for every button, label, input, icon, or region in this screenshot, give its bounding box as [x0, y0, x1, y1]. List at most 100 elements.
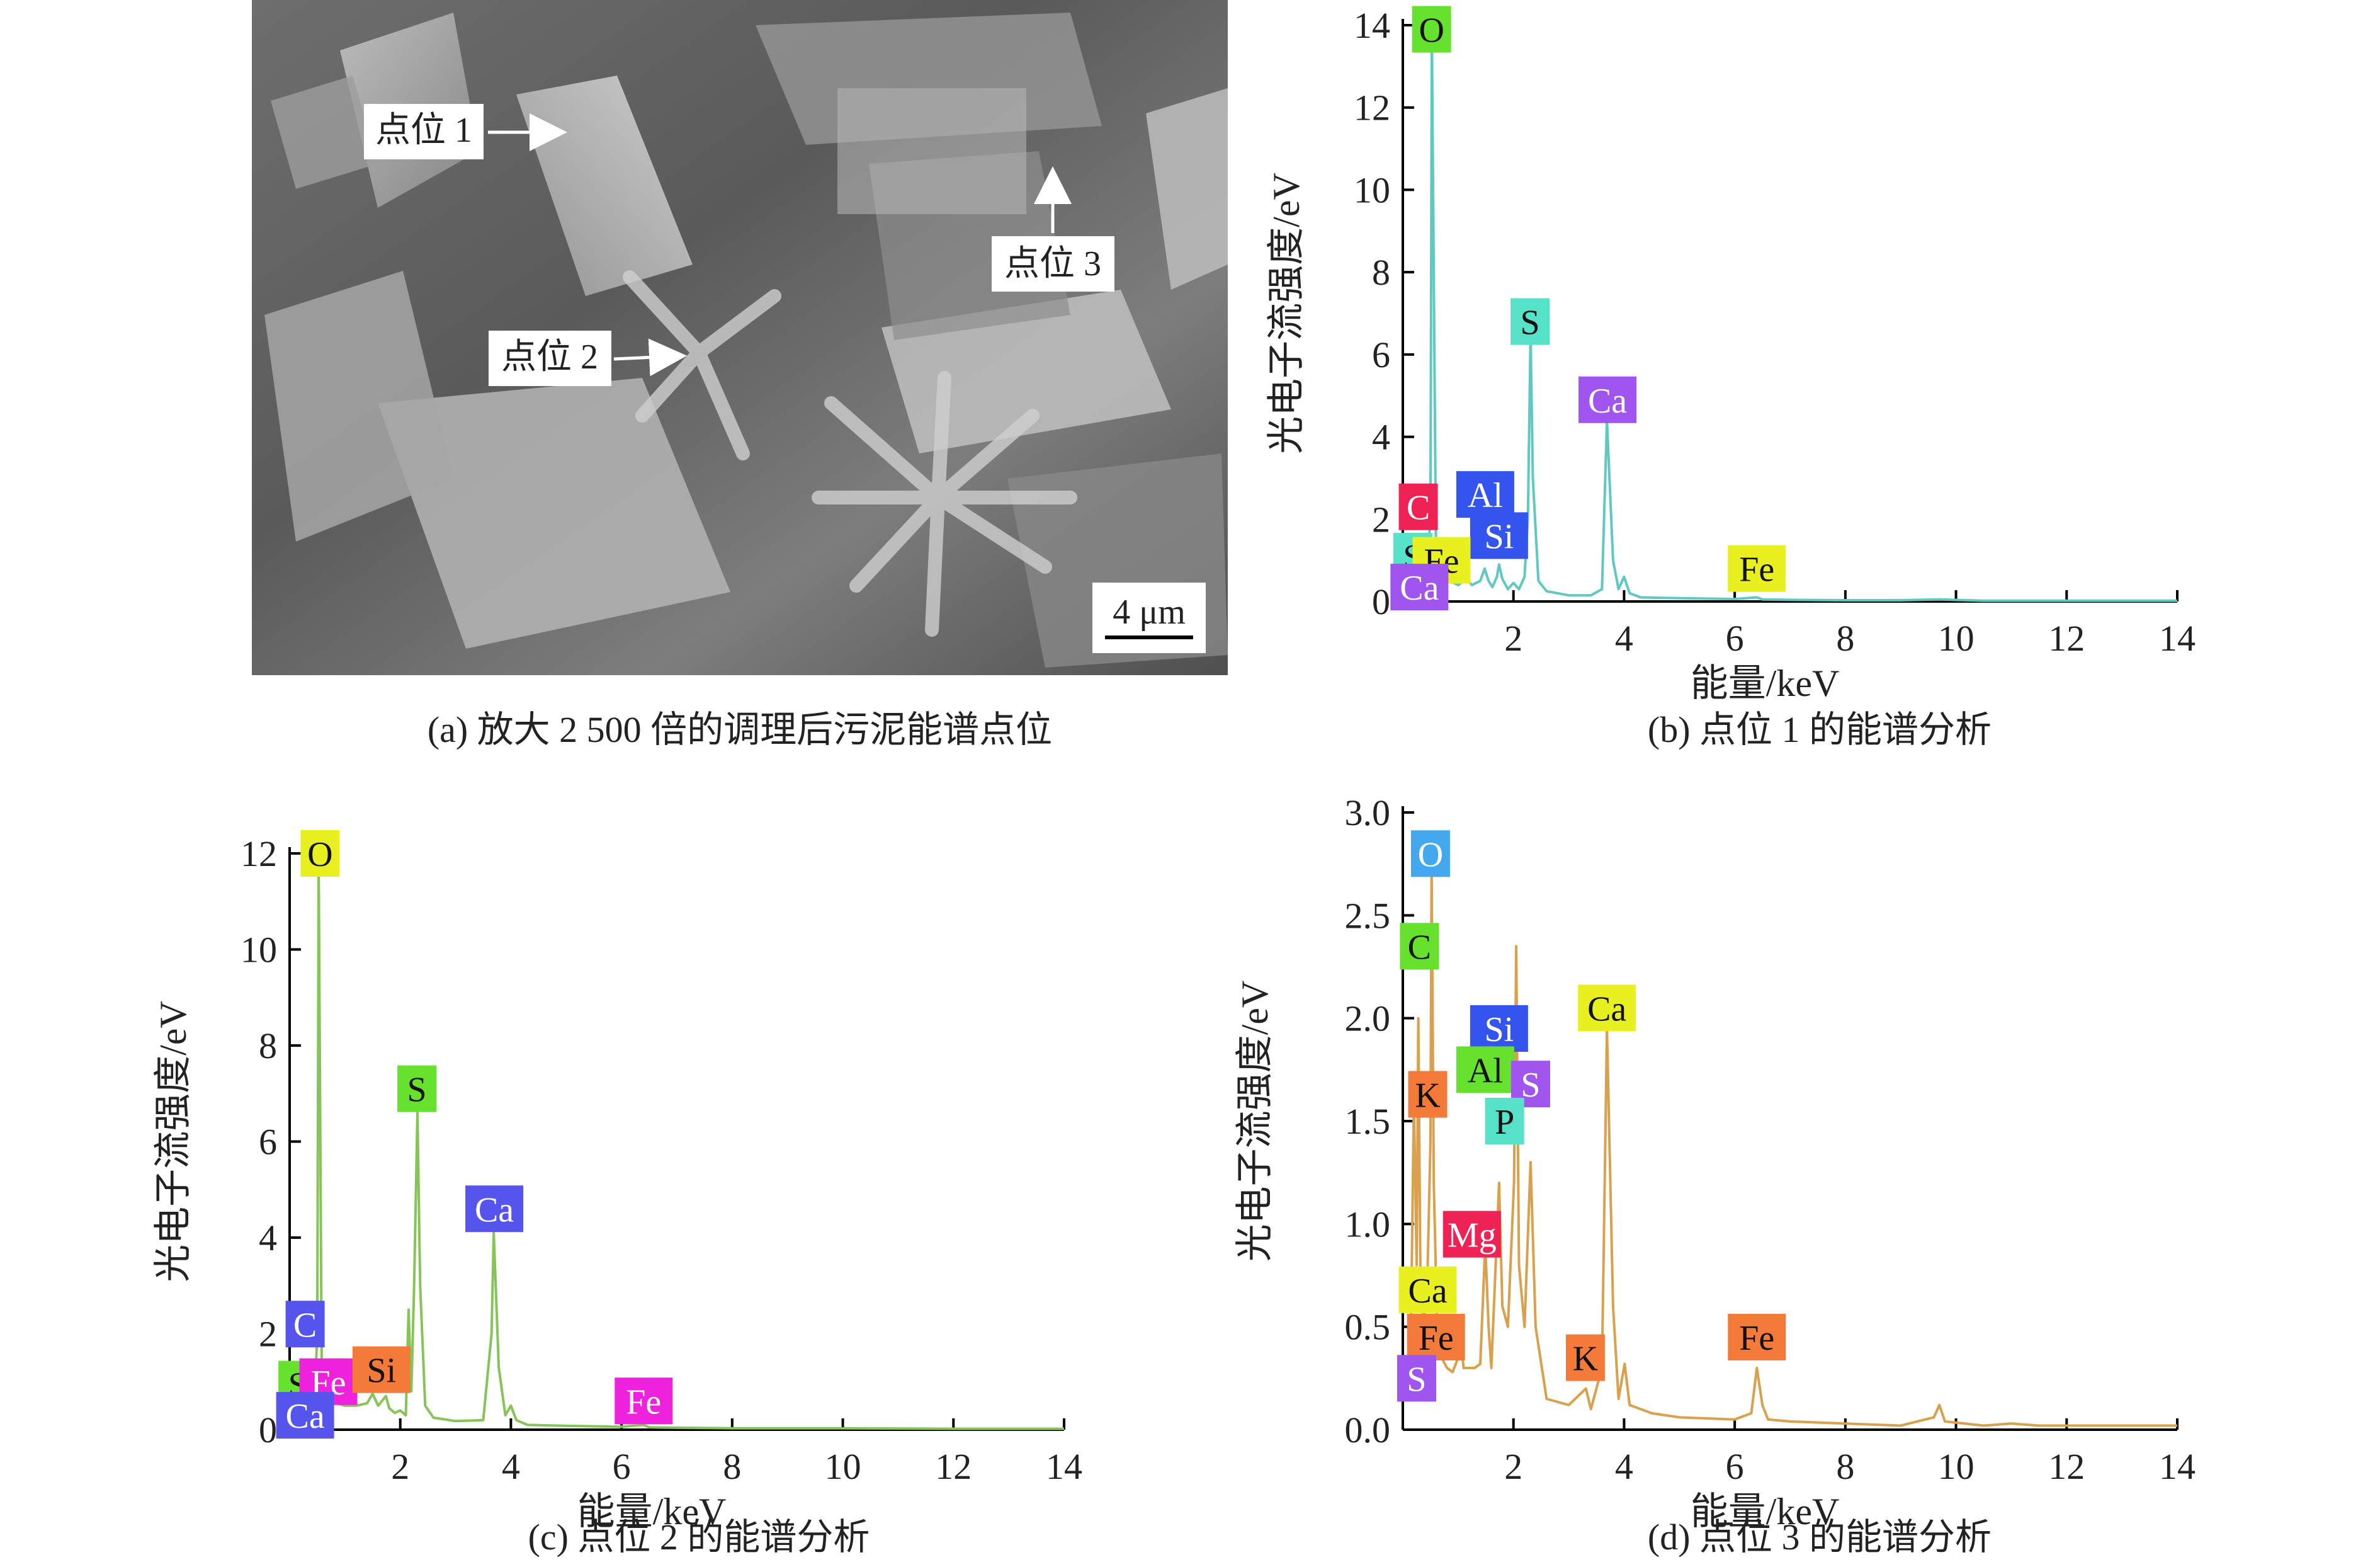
spectrum-line [1404, 862, 2177, 1427]
x-axis-label: 能量/keV [1691, 663, 1840, 704]
sem-point-1: 点位 1 [364, 104, 567, 159]
y-tick-label: 14 [1354, 5, 1390, 46]
element-label-box [1390, 564, 1449, 611]
sem-point-label-box [992, 236, 1114, 292]
x-tick-label: 6 [1726, 1446, 1744, 1487]
element-label-text: Ca [1400, 569, 1439, 608]
element-label-k: K [1408, 1071, 1448, 1118]
element-label-text: S [1407, 1360, 1426, 1399]
element-label-o: O [1410, 830, 1450, 877]
element-label-box [352, 1346, 411, 1393]
element-label-text: Fe [1419, 1319, 1454, 1358]
x-tick-label: 6 [613, 1446, 631, 1487]
element-label-box [397, 1065, 437, 1112]
sem-point-label: 点位 1 [375, 111, 472, 150]
sem-point-label: 点位 2 [501, 338, 598, 377]
sem-point-label-box [489, 331, 611, 386]
element-label-box [1442, 1211, 1501, 1258]
y-tick-label: 1.0 [1345, 1204, 1391, 1245]
element-label-o: O [300, 830, 340, 877]
spectrum-chart-point-2: 2 4 6 8 10 12 14 0 2 4 6 8 10 12 能量/keV 光电子流强度/eV O S Ca C S… [152, 830, 1082, 1532]
element-label-box [1485, 1098, 1524, 1144]
element-label-text: Fe [1739, 550, 1774, 590]
x-tick-label: 8 [1836, 618, 1854, 659]
element-label-al: Al [1456, 1046, 1514, 1093]
element-label-box [1728, 1314, 1786, 1360]
x-tick-label: 10 [825, 1446, 861, 1487]
element-label-text: Ca [285, 1397, 324, 1436]
x-tick-label: 14 [1046, 1446, 1082, 1487]
element-label-si: Si [1470, 1005, 1528, 1052]
y-tick-label: 2.0 [1345, 998, 1391, 1039]
y-tick-label: 2 [1372, 499, 1390, 540]
element-label-text: P [1495, 1103, 1514, 1142]
x-tick-label: 14 [2159, 618, 2196, 659]
caption-c: (c) 点位 2 的能谱分析 [528, 1517, 870, 1558]
element-label-box [1470, 512, 1528, 559]
element-label-fe: Fe [1728, 545, 1786, 592]
x-tick-label: 10 [1938, 618, 1975, 659]
element-label-box [285, 1301, 325, 1348]
caption-a: (a) 放大 2 500 倍的调理后污泥能谱点位 [428, 709, 1052, 750]
x-tick-label: 12 [2048, 1446, 2085, 1487]
element-label-box [1456, 1046, 1514, 1093]
element-label-text: S [1520, 304, 1539, 343]
element-label-si: Si [1470, 512, 1528, 559]
element-label-text: Fe [626, 1382, 661, 1422]
element-label-text: Mg [1448, 1216, 1497, 1255]
element-label-ca: Ca [1398, 1266, 1457, 1313]
element-label-s: S [1397, 1355, 1436, 1402]
element-label-text: O [307, 835, 332, 874]
x-tick-label: 8 [723, 1446, 741, 1487]
element-label-ca: Ca [276, 1392, 334, 1439]
element-label-text: K [1415, 1076, 1440, 1115]
spectrum-chart-point-3: 2 4 6 8 10 12 14 0.0 0.5 1.0 1.5 2.0 2.5 3.0 能量/keV 光电子… [1234, 792, 2196, 1532]
y-tick-label: 1.5 [1345, 1101, 1391, 1142]
element-label-text: Ca [1588, 382, 1627, 421]
element-label-mg: Mg [1442, 1211, 1501, 1258]
x-tick-label: 10 [1938, 1446, 1975, 1487]
element-label-box [1397, 1355, 1436, 1402]
y-tick-label: 0 [1372, 581, 1390, 622]
element-label-box [1398, 483, 1438, 530]
x-tick-label: 2 [1504, 1446, 1522, 1487]
element-label-box [1410, 830, 1450, 877]
x-axis-label: 能量/keV [577, 1491, 727, 1532]
x-tick-label: 4 [1615, 1446, 1633, 1487]
element-label-text: Si [1485, 517, 1514, 556]
y-tick-label: 6 [259, 1122, 277, 1163]
sem-image [252, 0, 1228, 675]
element-label-s: S [1510, 298, 1550, 345]
sem-scale-bar: 4 μm [1092, 583, 1206, 653]
element-label-text: C [293, 1306, 317, 1345]
element-label-box [1408, 1071, 1448, 1118]
element-label-box [1470, 1005, 1528, 1052]
element-label-box [1565, 1334, 1605, 1381]
x-tick-label: 2 [1504, 618, 1522, 659]
element-label-box [1398, 1266, 1457, 1313]
element-label-text: K [1573, 1340, 1598, 1379]
y-tick-label: 4 [259, 1217, 277, 1258]
caption-b: (b) 点位 1 的能谱分析 [1648, 709, 1992, 750]
x-tick-label: 4 [1615, 618, 1633, 659]
element-label-text: Ca [1587, 989, 1626, 1029]
y-axis-label: 光电子流强度/eV [152, 1001, 194, 1282]
element-label-si: Si [352, 1346, 411, 1393]
y-tick-label: 10 [1354, 169, 1390, 210]
element-label-box [615, 1377, 673, 1425]
y-tick-label: 4 [1372, 417, 1390, 458]
element-label-k: K [1565, 1334, 1605, 1381]
sem-point-arrow [613, 338, 687, 377]
y-tick-label: 8 [259, 1025, 277, 1066]
element-label-fe: Fe [1728, 1314, 1786, 1360]
element-label-ca: Ca [1578, 984, 1636, 1032]
y-tick-label: 2.5 [1345, 895, 1391, 936]
element-label-fe: Fe [615, 1377, 673, 1425]
element-label-box [276, 1392, 334, 1439]
sem-point-3: 点位 3 [992, 166, 1114, 292]
element-label-box [465, 1185, 524, 1233]
element-label-c: C [285, 1301, 325, 1348]
element-label-box [1400, 923, 1439, 970]
element-label-box [1412, 6, 1451, 53]
